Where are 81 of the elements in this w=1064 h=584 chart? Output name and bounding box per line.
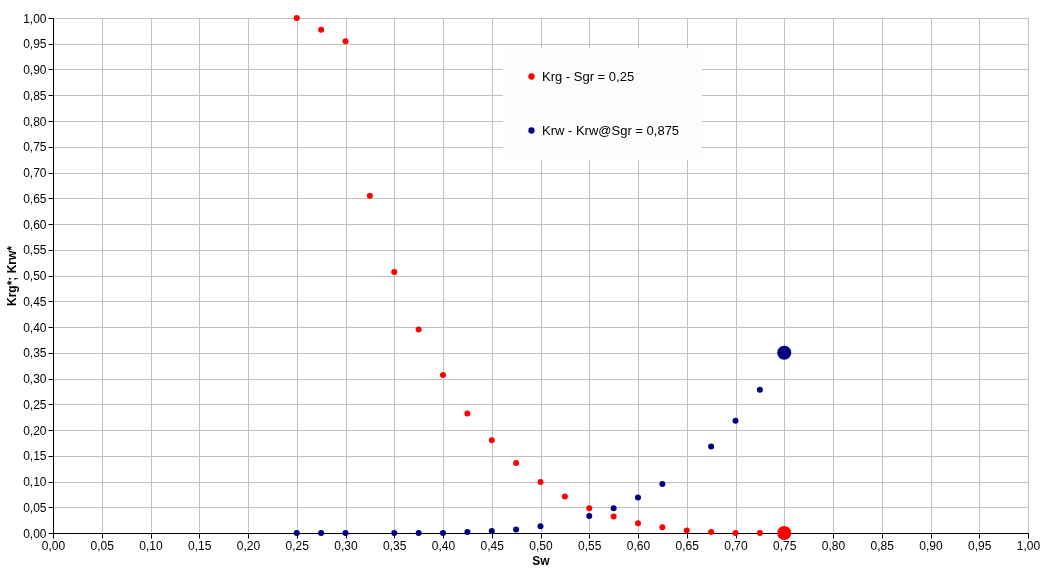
x-tick-label: 0,10 [139, 538, 163, 553]
point [586, 513, 593, 519]
x-tick-label: 0,05 [90, 538, 115, 553]
point [318, 530, 325, 536]
point [659, 481, 666, 488]
point [659, 524, 666, 531]
x-tick-label: 0,15 [188, 538, 212, 553]
x-tick-label: 0,95 [968, 538, 992, 553]
point [391, 268, 398, 275]
point [513, 526, 520, 533]
point [342, 38, 349, 45]
y-tick-label: 0,85 [23, 88, 47, 103]
y-tick-label: 0,35 [23, 346, 47, 361]
x-axis-title: Sw [532, 553, 551, 568]
y-tick-label: 0,05 [23, 500, 47, 515]
point [732, 530, 739, 536]
point [561, 493, 568, 500]
point [756, 386, 763, 393]
x-tick-label: 0,85 [870, 538, 895, 553]
x-tick-label: 0,00 [41, 538, 66, 553]
x-tick-label: 0,20 [236, 538, 261, 553]
y-tick-label: 0,60 [23, 217, 47, 232]
y-tick-label: 0,15 [23, 449, 47, 464]
point [537, 479, 544, 486]
legend-label: Krw - Krw@Sgr = 0,875 [542, 122, 680, 138]
y-axis-title: Krg*; Krw* [5, 245, 20, 307]
point [732, 417, 739, 424]
y-tick-label: 0,50 [23, 269, 47, 283]
y-tick-label: 0,55 [23, 243, 47, 258]
x-tick-label: 0,75 [773, 538, 797, 553]
point [635, 520, 641, 527]
y-tick-label: 0,80 [23, 114, 47, 129]
y-tick-label: 0,70 [23, 166, 47, 180]
point [415, 530, 422, 536]
point [488, 437, 495, 444]
y-tick-label: 0,10 [23, 475, 47, 489]
point [708, 528, 715, 535]
y-tick-label: 1,00 [23, 11, 47, 26]
point [708, 443, 715, 450]
x-tick-label: 0,30 [334, 538, 358, 553]
x-tick-label: 0,55 [578, 538, 602, 553]
point [464, 410, 471, 417]
x-tick-label: 0,35 [383, 538, 407, 553]
x-tick-label: 0,25 [285, 538, 310, 553]
point [342, 530, 349, 536]
point [440, 371, 446, 378]
point [513, 459, 520, 466]
y-tick-label: 0,90 [23, 63, 47, 77]
point [683, 527, 690, 534]
y-tick-label: 0,00 [23, 526, 47, 541]
point [586, 505, 593, 512]
point [488, 527, 495, 534]
y-tick-label: 0,20 [23, 423, 47, 438]
point [537, 523, 544, 530]
y-tick-label: 0,40 [23, 320, 47, 335]
x-tick-label: 0,70 [724, 538, 748, 553]
point [635, 494, 641, 501]
y-tick-label: 0,30 [23, 372, 47, 386]
point [293, 15, 300, 21]
x-tick-label: 0,65 [675, 538, 700, 553]
y-tick-label: 0,25 [23, 397, 47, 412]
x-tick-label: 0,60 [626, 538, 651, 553]
y-tick-label: 0,65 [23, 191, 47, 206]
point [610, 513, 617, 520]
point [610, 505, 617, 512]
y-tick-label: 0,45 [23, 294, 47, 309]
x-tick-label: 0,50 [529, 538, 553, 553]
point [366, 192, 373, 199]
y-tick-label: 0,95 [23, 37, 47, 52]
x-tick-label: 0,40 [431, 538, 456, 553]
x-tick-label: 0,80 [821, 538, 846, 553]
point [756, 530, 763, 536]
point [415, 326, 422, 333]
x-tick-label: 0,45 [480, 538, 505, 553]
x-tick-label: 1,00 [1016, 538, 1041, 553]
point [318, 26, 325, 33]
y-tick-label: 0,75 [23, 140, 47, 155]
point [464, 528, 471, 535]
point [293, 530, 300, 536]
legend-label: Krg - Sgr = 0,25 [542, 68, 635, 84]
x-tick-label: 0,90 [919, 538, 943, 553]
